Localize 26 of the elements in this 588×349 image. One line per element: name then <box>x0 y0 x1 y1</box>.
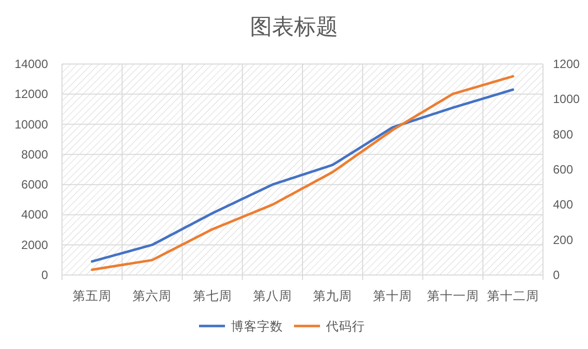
y2-tick-label: 800 <box>553 127 574 142</box>
legend-label: 博客字数 <box>231 318 283 334</box>
y2-tick-label: 0 <box>553 268 560 282</box>
y-tick-label: 4000 <box>21 208 48 222</box>
x-tick-label: 第五周 <box>72 289 112 303</box>
x-tick-label: 第十二周 <box>486 289 539 303</box>
y2-tick-label: 600 <box>553 162 574 176</box>
x-tick-label: 第九周 <box>313 289 352 303</box>
y2-tick-label: 200 <box>553 232 574 247</box>
y-tick-label: 12000 <box>14 87 48 102</box>
x-tick-label: 第七周 <box>192 289 232 303</box>
y-tick-label: 14000 <box>14 57 48 71</box>
y-tick-label: 6000 <box>21 178 48 192</box>
x-tick-label: 第十一周 <box>426 289 479 303</box>
x-tick-label: 第八周 <box>252 289 292 303</box>
y-tick-label: 0 <box>41 268 48 282</box>
chart-title: 图表标题 <box>250 14 338 39</box>
y-tick-label: 10000 <box>14 117 48 132</box>
y-tick-label: 2000 <box>21 238 48 252</box>
y2-tick-label: 1200 <box>553 57 580 71</box>
y-tick-label: 8000 <box>21 147 48 162</box>
legend-label: 代码行 <box>325 320 365 334</box>
y2-tick-label: 400 <box>553 198 574 212</box>
x-tick-label: 第六周 <box>132 289 172 303</box>
y2-tick-label: 1000 <box>553 92 580 106</box>
x-tick-label: 第十周 <box>373 289 412 303</box>
